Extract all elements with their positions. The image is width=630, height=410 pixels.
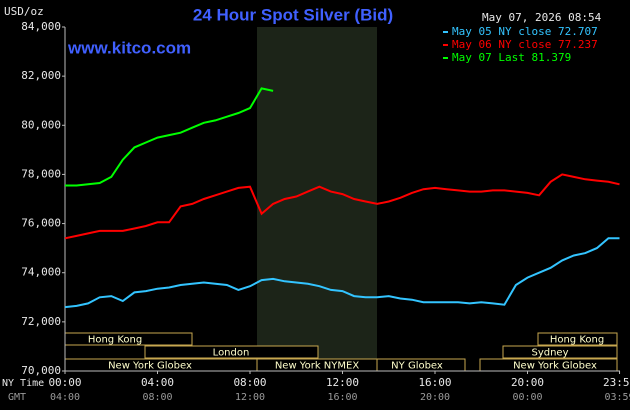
gmt-tick-label: 03:59 — [604, 392, 630, 403]
x-tick-label: 20:00 — [511, 376, 544, 389]
session-label: London — [213, 348, 250, 359]
legend-label: May 06 NY close 77.237 — [452, 38, 598, 51]
session-label: New York Globex — [108, 361, 192, 372]
series-line — [64, 237, 620, 309]
gmt-tick-label: 16:00 — [327, 392, 357, 403]
watermark: www.kitco.com — [67, 38, 191, 57]
chart-title: 24 Hour Spot Silver (Bid) — [193, 5, 393, 24]
y-tick-label: 70,000 — [21, 364, 61, 377]
y-tick-label: 74,000 — [21, 266, 61, 279]
legend-label: May 05 NY close 72.707 — [452, 25, 598, 38]
gmt-tick-label: 12:00 — [235, 392, 265, 403]
nymex-shade — [257, 27, 377, 371]
y-tick-label: 78,000 — [21, 167, 61, 180]
x-tick-label: 04:00 — [141, 376, 174, 389]
session-box — [537, 332, 618, 346]
session-label: NY Globex — [391, 361, 443, 372]
session-box — [144, 345, 319, 359]
session-box — [502, 345, 618, 359]
session-label: Sydney — [531, 348, 568, 359]
y-tick-label: 84,000 — [21, 20, 61, 33]
y-tick-label: 72,000 — [21, 315, 61, 328]
gmt-tick-label: 04:00 — [50, 392, 80, 403]
x-tick-label: 08:00 — [233, 376, 266, 389]
y-unit: USD/oz — [4, 5, 44, 18]
x-tick-label: 16:00 — [418, 376, 451, 389]
gmt-tick-label: 08:00 — [142, 392, 172, 403]
sessions: Hong Kong Hong Kong London Sydney New Yo… — [64, 332, 618, 372]
session-label: Hong Kong — [550, 335, 604, 346]
y-tick-label: 76,000 — [21, 217, 61, 230]
y-tick-label: 82,000 — [21, 69, 61, 82]
x-time-label: NY Time — [2, 378, 44, 389]
x-tick-label: 12:00 — [326, 376, 359, 389]
gmt-tick-label: 20:00 — [420, 392, 450, 403]
x-tick-label: 00:00 — [48, 376, 81, 389]
gmt-tick-label: 00:00 — [512, 392, 542, 403]
session-label: Hong Kong — [88, 335, 142, 346]
legend-label: May 07 Last 81.379 — [452, 51, 571, 64]
x-tick-label: 23:59 — [603, 376, 630, 389]
timestamp: May 07, 2026 08:54 — [482, 11, 602, 24]
y-tick-label: 80,000 — [21, 118, 61, 131]
session-label: New York Globex — [513, 361, 597, 372]
gmt-label: GMT — [8, 392, 26, 403]
series-line — [65, 87, 274, 187]
session-label: New York NYMEX — [275, 361, 360, 372]
series-line — [64, 173, 620, 240]
